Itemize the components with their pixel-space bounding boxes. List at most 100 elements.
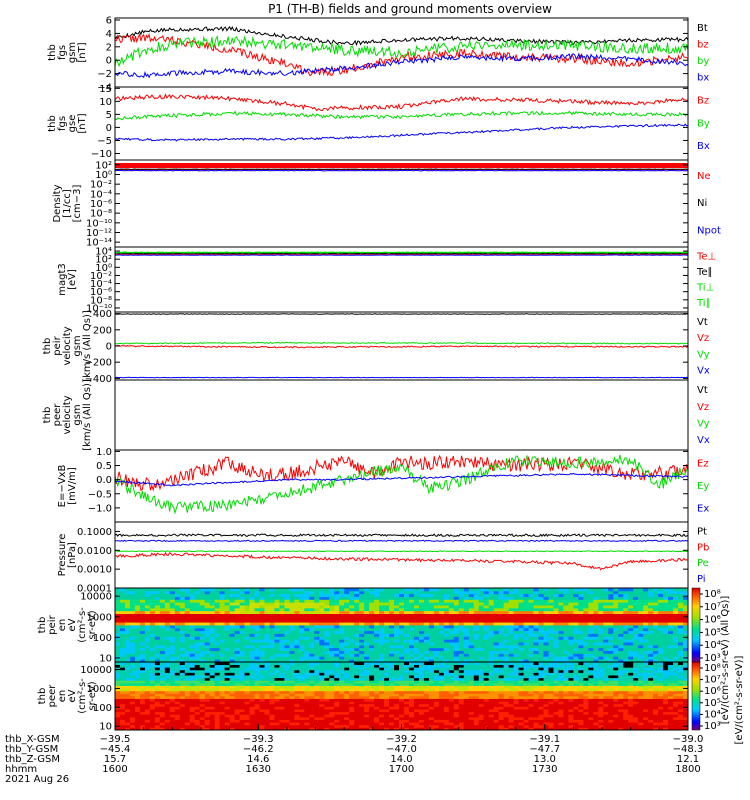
spectrogram-cell [249,616,255,620]
spectrogram-cell [433,667,440,671]
spectrogram-cell [658,653,664,657]
spectrogram-cell [369,696,375,700]
spectrogram-cell [384,599,390,603]
spectrogram-cell [164,706,171,710]
spectrogram-cell [314,690,320,694]
spectrogram-cell [214,709,221,713]
spectrogram-cell [259,714,265,718]
spectrogram-cell [264,662,270,666]
spectrogram-cell [389,639,395,643]
spectrogram-cell [134,701,141,705]
spectrogram-cell [164,630,171,634]
spectrogram-cell [463,599,470,603]
spectrogram-cell [214,714,221,718]
spectrogram-cell [369,588,375,592]
spectrogram-cell [349,656,355,660]
spectrogram-cell [374,610,380,615]
spectrogram-cell [683,593,689,597]
spectrogram-cell [578,616,584,620]
spectrogram-cell [144,682,151,686]
spectrogram-cell [249,619,255,623]
spectrogram-cell [423,677,430,681]
spectrogram-cell [199,714,206,718]
spectrogram-cell [115,711,121,715]
spectrogram-cell [249,599,255,603]
spectrogram-cell [144,693,151,697]
spectrogram-cell [169,677,176,681]
spectrogram-cell [234,610,240,615]
spectrogram-cell [134,664,141,668]
spectrogram-cell [403,653,410,657]
spectrogram-cell [374,642,380,646]
spectrogram-cell [139,701,146,705]
spectrogram-cell [224,714,230,718]
spectrogram-cell [643,593,649,597]
spectrogram-cell [174,647,181,652]
spectrogram-cell [179,659,186,663]
spectrogram-cell [563,590,569,595]
spectrogram-cell [683,616,689,620]
spectrogram-cell [304,639,310,643]
legend-Vz: Vz [697,333,709,344]
spectrogram-cell [254,701,260,705]
spectrogram-cell [279,636,285,640]
spectrogram-cell [294,588,300,592]
spectrogram-cell [538,593,544,597]
spectrogram-cell [204,722,211,726]
spectrogram-cell [533,593,539,597]
spectrogram-cell [438,647,445,652]
spectrogram-cell [344,622,350,626]
spectrogram-cell [229,625,235,629]
spectrogram-cell [603,605,609,609]
spectrogram-cell [379,693,385,697]
spectrogram-cell [408,698,415,702]
spectrogram-cell [115,672,121,676]
spectrogram-cell [523,616,529,620]
spectrogram-cell [139,698,146,702]
spectrogram-cell [269,680,275,684]
spectrogram-cell [254,610,260,615]
series-line-Ti∥ [114,251,688,254]
spectrogram-cell [194,607,201,612]
spectrogram-cell [374,703,380,707]
spectrogram-cell [468,593,475,597]
spectrogram-cell [179,653,186,657]
spectrogram-cell [269,688,275,692]
spectrogram-cell [423,667,430,671]
spectrogram-cell [309,714,315,718]
spectrogram-cell [154,625,161,629]
spectrogram-cell [483,605,490,609]
spectrogram-cell [159,647,166,652]
spectrogram-cell [289,650,295,654]
spectrogram-cell [349,711,355,715]
spectrogram-cell [269,627,275,632]
spectrogram-cell [548,636,554,640]
spectrogram-cell [264,644,270,649]
spectrogram-cell [408,613,415,617]
spectrogram-cell [588,653,594,657]
spectrogram-cell [379,682,385,686]
spectrogram-cell [543,622,549,626]
spectrogram-cell [129,610,136,615]
spectrogram-cell [164,590,171,595]
spectrogram-cell [364,667,370,671]
spectrogram-cell [334,722,340,726]
spectrogram-cell [394,667,400,671]
spectrogram-cell [159,593,166,597]
spectrogram-cell [124,709,131,713]
spectrogram-cell [433,701,440,705]
spectrogram-cell [279,714,285,718]
spectrogram-cell [428,593,435,597]
spectrogram-cell [329,667,335,671]
spectrogram-cell [413,656,420,660]
spectrogram-cell [129,701,136,705]
spectrogram-cell [503,633,510,637]
spectrogram-cell [164,667,171,671]
spectrogram-cell [115,593,121,597]
spectrogram-cell [244,659,250,663]
spectrogram-cell [389,607,395,612]
spectrogram-cell [214,602,221,606]
spectrogram-cell [413,680,420,684]
spectrogram-cell [189,605,196,609]
spectrogram-cell [618,656,624,660]
